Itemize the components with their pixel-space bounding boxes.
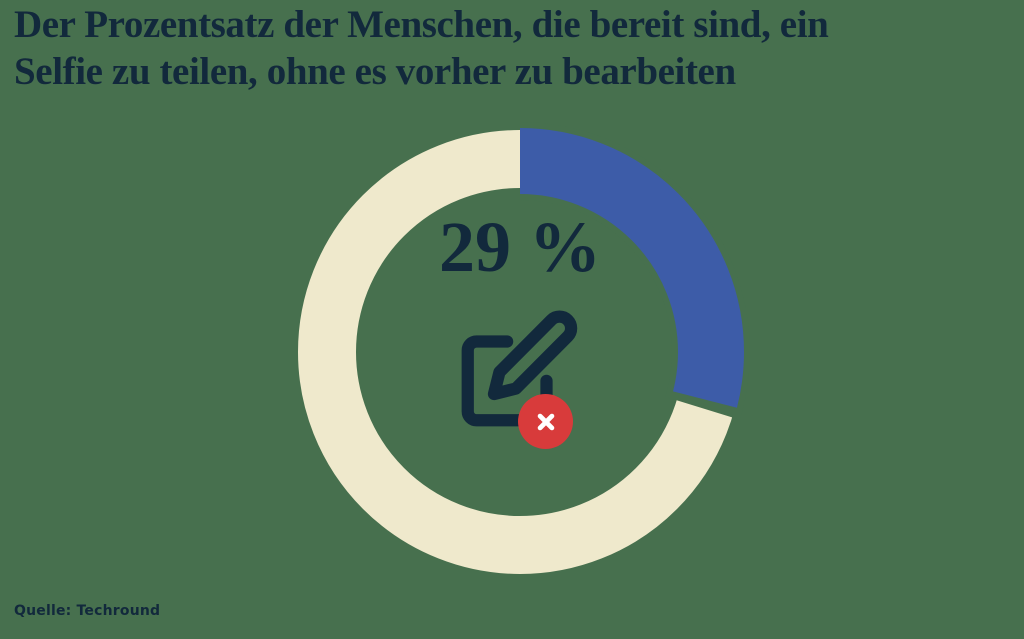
source-label: Quelle: (14, 603, 72, 619)
pencil-shape (487, 310, 578, 401)
percentage-value: 29 % (439, 207, 601, 287)
donut-chart: 29 % (290, 122, 750, 582)
donut-ring-svg (290, 122, 750, 582)
cancel-badge (518, 394, 573, 449)
chart-title-line-2: Selfie zu teilen, ohne es vorher zu bear… (14, 50, 736, 93)
x-icon (537, 413, 554, 430)
chart-title: Der Prozentsatz der Menschen, die bereit… (14, 1, 829, 95)
donut-value-arc (296, 128, 744, 576)
source-caption: Quelle: Techround (14, 603, 160, 619)
edit-icon-group (459, 310, 578, 449)
source-value: Techround (76, 603, 161, 619)
chart-title-line-1: Der Prozentsatz der Menschen, die bereit… (14, 3, 829, 46)
